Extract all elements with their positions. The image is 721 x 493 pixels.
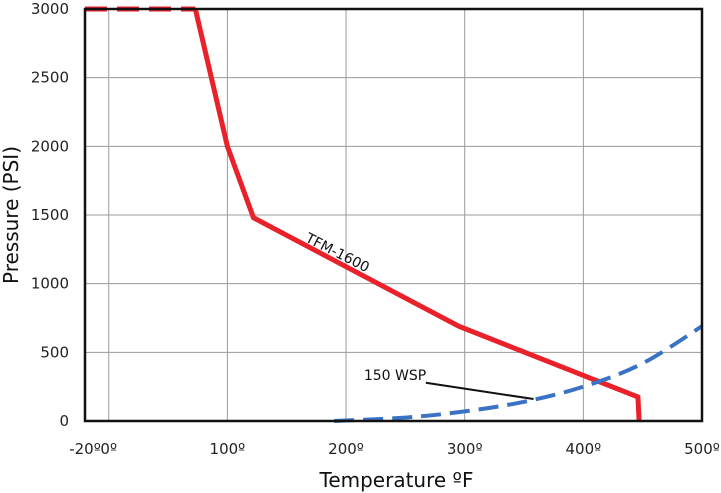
x-tick-label: 200º — [328, 440, 364, 458]
series-line-tfm-1600 — [192, 8, 642, 422]
x-axis-title: Temperature ºF — [319, 468, 474, 492]
x-tick-label: 500º — [684, 440, 720, 458]
y-axis-ticks: 0 500 1000 1500 2000 2500 3000 — [31, 0, 69, 430]
x-tick-label: 300º — [447, 440, 483, 458]
y-tick-label: 3000 — [31, 0, 69, 18]
annotations: TFM-1600 150 WSP — [302, 230, 534, 401]
x-axis-ticks: -20º 0º 100º 200º 300º 400º 500º — [69, 440, 720, 458]
annotation-label: TFM-1600 — [302, 230, 372, 276]
y-tick-label: 500 — [40, 343, 69, 361]
x-tick-label: -20º — [69, 440, 101, 458]
annotation-leader-line — [425, 381, 534, 401]
y-tick-label: 2000 — [31, 137, 69, 155]
y-tick-label: 0 — [59, 412, 69, 430]
y-tick-label: 2500 — [31, 69, 69, 87]
annotation-label: 150 WSP — [364, 368, 426, 384]
x-tick-label: 0º — [100, 440, 117, 458]
plot-frame — [83, 7, 704, 423]
y-axis-title: Pressure (PSI) — [0, 146, 23, 284]
grid — [85, 9, 702, 421]
x-tick-label: 100º — [210, 440, 246, 458]
y-tick-label: 1500 — [31, 206, 69, 224]
x-tick-label: 400º — [565, 440, 601, 458]
y-tick-label: 1000 — [31, 275, 69, 293]
series-line-150-wsp — [334, 324, 704, 423]
